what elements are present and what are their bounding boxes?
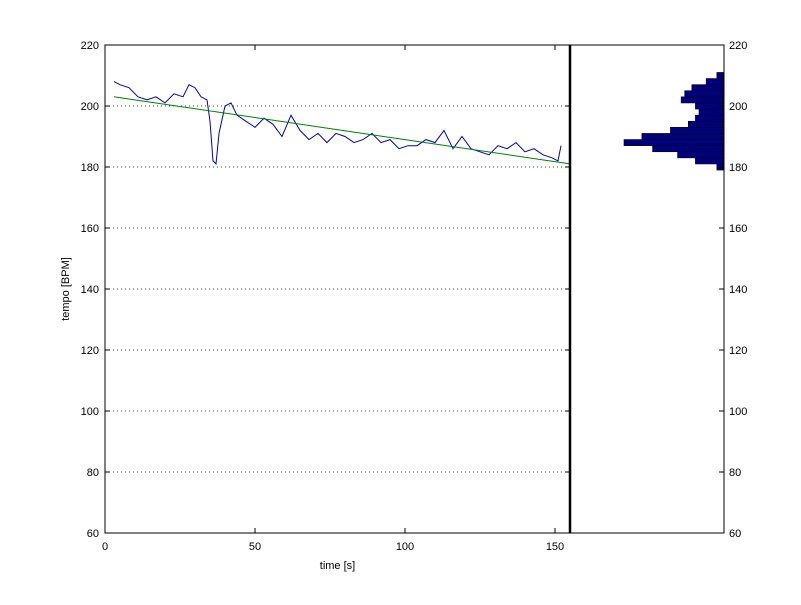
- histogram-bar: [705, 78, 725, 85]
- y-axis-label: tempo [BPM]: [60, 257, 72, 321]
- histogram-tick-label: 140: [729, 284, 747, 296]
- histogram-bar: [641, 133, 725, 140]
- y-tick-label: 180: [81, 162, 99, 174]
- histogram-bar: [677, 151, 725, 159]
- histogram-tick-label: 220: [729, 40, 747, 52]
- histogram-bar: [623, 139, 725, 146]
- histogram-bar: [695, 157, 725, 165]
- x-axis-label: time [s]: [320, 560, 355, 572]
- histogram-axis-ticks: 60 80 100 120 140 160 180 200 220: [719, 40, 747, 540]
- y-tick-label: 200: [81, 101, 99, 113]
- y-tick-label: 100: [81, 406, 99, 418]
- y-tick-label: 160: [81, 223, 99, 235]
- main-series: [113, 81, 571, 166]
- histogram-tick-label: 180: [729, 162, 747, 174]
- y-tick-label: 220: [81, 40, 99, 52]
- x-tick-label: 150: [546, 541, 564, 553]
- y-tick-label: 60: [87, 528, 99, 540]
- histogram-bar: [695, 114, 725, 122]
- histogram-bar: [684, 90, 725, 98]
- x-tick-label: 50: [249, 541, 261, 553]
- histogram-tick-label: 160: [729, 223, 747, 235]
- histogram-bar: [716, 72, 725, 79]
- histogram-bars: [623, 72, 725, 171]
- x-tick-label: 0: [102, 541, 108, 553]
- histogram-bar: [652, 145, 725, 153]
- histogram-tick-label: 60: [729, 528, 741, 540]
- histogram-tick-label: 80: [729, 467, 741, 479]
- histogram-bar: [670, 127, 725, 134]
- main-grid: [105, 105, 570, 473]
- main-axis-ticks: 0 50 100 150 60 80 100 120 140 160 180 200 220: [81, 40, 570, 553]
- histogram-bar: [680, 96, 725, 104]
- histogram-tick-label: 100: [729, 406, 747, 418]
- histogram-tick-label: 200: [729, 101, 747, 113]
- histogram-tick-label: 120: [729, 345, 747, 357]
- y-tick-label: 80: [87, 467, 99, 479]
- y-tick-label: 120: [81, 345, 99, 357]
- y-tick-label: 140: [81, 284, 99, 296]
- x-tick-label: 100: [396, 541, 414, 553]
- histogram-bar: [691, 84, 725, 92]
- histogram-bar: [687, 120, 725, 128]
- tempo-series-line: [113, 81, 562, 166]
- histogram-bar: [698, 108, 725, 116]
- trend-series-line: [113, 96, 571, 165]
